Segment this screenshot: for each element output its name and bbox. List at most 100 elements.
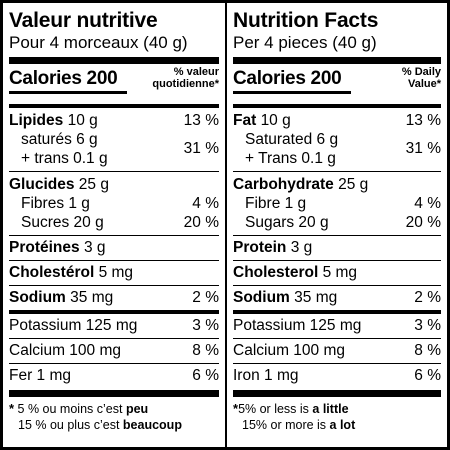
cholesterol-row: Cholesterol 5 mg <box>233 261 441 285</box>
carb-row: Glucides 25 g <box>9 175 219 194</box>
divider-thin <box>233 285 441 286</box>
iron-row: Fer 1 mg 6 % <box>9 364 219 388</box>
sodium-pct: 2 % <box>192 289 219 306</box>
fat-label: Fat <box>233 112 257 129</box>
calcium-line: Calcium 100 mg <box>233 342 345 359</box>
protein-row: Protein 3 g <box>233 236 441 260</box>
iron-line: Fer 1 mg <box>9 367 72 384</box>
iron-pct: 6 % <box>192 367 219 384</box>
potassium-line: Potassium 125 mg <box>9 317 138 334</box>
saturated-line: saturés 6 g <box>21 131 98 148</box>
divider-medium <box>9 104 219 108</box>
carb-group: Glucides 25 g Fibres 1 g 4 % Sucres 20 g… <box>9 172 219 235</box>
fat-row: Fat 10 g 13 % <box>233 111 441 130</box>
calories-underline <box>233 91 351 94</box>
calcium-line: Calcium 100 mg <box>9 342 121 359</box>
calories-label: Calories 200 <box>233 68 342 89</box>
calcium-pct: 8 % <box>414 342 441 359</box>
fibre-line: Fibre 1 g <box>245 195 307 212</box>
divider-thin <box>9 260 219 261</box>
trans-line: + trans 0.1 g <box>21 150 108 167</box>
protein-label: Protein <box>233 239 287 256</box>
potassium-row: Potassium 125 mg 3 % <box>9 314 219 338</box>
sodium-label: Sodium <box>233 289 290 306</box>
sodium-row: Sodium 35 mg 2 % <box>233 286 441 310</box>
footnote-line-2: 15 % ou plus c’est beaucoup <box>18 418 182 432</box>
divider-thin <box>9 235 219 236</box>
panel-title: Nutrition Facts <box>233 9 379 32</box>
fibre-row: Fibres 1 g 4 % <box>9 194 219 213</box>
divider-thin <box>9 285 219 286</box>
daily-value-heading: % Daily Value* <box>401 66 441 90</box>
serving-size: Per 4 pieces (40 g) <box>233 33 377 52</box>
sodium-label: Sodium <box>9 289 66 306</box>
divider-thin <box>233 338 441 339</box>
fat-amount: 10 g <box>260 112 291 129</box>
divider-medium <box>9 310 219 314</box>
panel-english: Nutrition Facts Per 4 pieces (40 g) Calo… <box>225 3 447 447</box>
sugar-line: Sugars 20 g <box>245 214 329 231</box>
sugar-row: Sucres 20 g 20 % <box>9 213 219 232</box>
footnote-line-1: *5% or less is a little <box>233 401 349 416</box>
fat-group: Lipides 10 g 13 % saturés 6 g + trans 0.… <box>9 108 219 171</box>
divider-thin <box>9 171 219 172</box>
cholesterol-label: Cholesterol <box>233 264 319 281</box>
fibre-line: Fibres 1 g <box>21 195 90 212</box>
divider-medium <box>233 104 441 108</box>
fat-row: Lipides 10 g 13 % <box>9 111 219 130</box>
sat-trans-pct: 31 % <box>183 140 219 157</box>
potassium-row: Potassium 125 mg 3 % <box>233 314 441 338</box>
cholesterol-row: Cholestérol 5 mg <box>9 261 219 285</box>
divider-thick <box>9 390 219 397</box>
sugar-row: Sugars 20 g 20 % <box>233 213 441 232</box>
fibre-row: Fibre 1 g 4 % <box>233 194 441 213</box>
potassium-line: Potassium 125 mg <box>233 317 362 334</box>
carb-group: Carbohydrate 25 g Fibre 1 g 4 % Sugars 2… <box>233 172 441 235</box>
carb-label: Glucides <box>9 176 75 193</box>
footnote-star: * <box>233 401 239 416</box>
potassium-pct: 3 % <box>192 317 219 334</box>
potassium-pct: 3 % <box>414 317 441 334</box>
calories-row: Calories 200 % Daily Value* <box>233 64 441 104</box>
carb-amount: 25 g <box>338 176 369 193</box>
divider-thin <box>233 260 441 261</box>
serving-size: Pour 4 morceaux (40 g) <box>9 33 188 52</box>
sugar-line: Sucres 20 g <box>21 214 104 231</box>
footnote-line-1: * 5 % ou moins c’est peu <box>9 401 149 416</box>
footnote-star: * <box>9 401 15 416</box>
trans-line: + Trans 0.1 g <box>245 150 336 167</box>
fibre-pct: 4 % <box>414 195 441 212</box>
sodium-row: Sodium 35 mg 2 % <box>9 286 219 310</box>
sodium-amount: 35 mg <box>70 289 114 306</box>
calcium-pct: 8 % <box>192 342 219 359</box>
footnote: * 5 % ou moins c’est peu 15 % ou plus c’… <box>9 397 219 433</box>
calcium-row: Calcium 100 mg 8 % <box>9 339 219 363</box>
divider-thick <box>233 57 441 64</box>
carb-amount: 25 g <box>78 176 109 193</box>
iron-line: Iron 1 mg <box>233 367 299 384</box>
carb-row: Carbohydrate 25 g <box>233 175 441 194</box>
divider-thin <box>9 363 219 364</box>
daily-value-heading: % valeur quotidienne* <box>152 66 219 90</box>
divider-thin <box>233 171 441 172</box>
footnote: *5% or less is a little 15% or more is a… <box>233 397 441 433</box>
saturated-line: Saturated 6 g <box>245 131 339 148</box>
divider-thick <box>9 57 219 64</box>
fat-amount: 10 g <box>67 112 98 129</box>
cholesterol-amount: 5 mg <box>322 264 358 281</box>
cholesterol-amount: 5 mg <box>98 264 134 281</box>
protein-amount: 3 g <box>83 239 106 256</box>
fat-label: Lipides <box>9 112 64 129</box>
protein-row: Protéines 3 g <box>9 236 219 260</box>
sugar-pct: 20 % <box>183 214 219 231</box>
divider-thin <box>9 338 219 339</box>
iron-pct: 6 % <box>414 367 441 384</box>
protein-label: Protéines <box>9 239 80 256</box>
calories-row: Calories 200 % valeur quotidienne* <box>9 64 219 104</box>
calcium-row: Calcium 100 mg 8 % <box>233 339 441 363</box>
protein-amount: 3 g <box>290 239 313 256</box>
sodium-pct: 2 % <box>414 289 441 306</box>
divider-thin <box>233 363 441 364</box>
sugar-pct: 20 % <box>405 214 441 231</box>
